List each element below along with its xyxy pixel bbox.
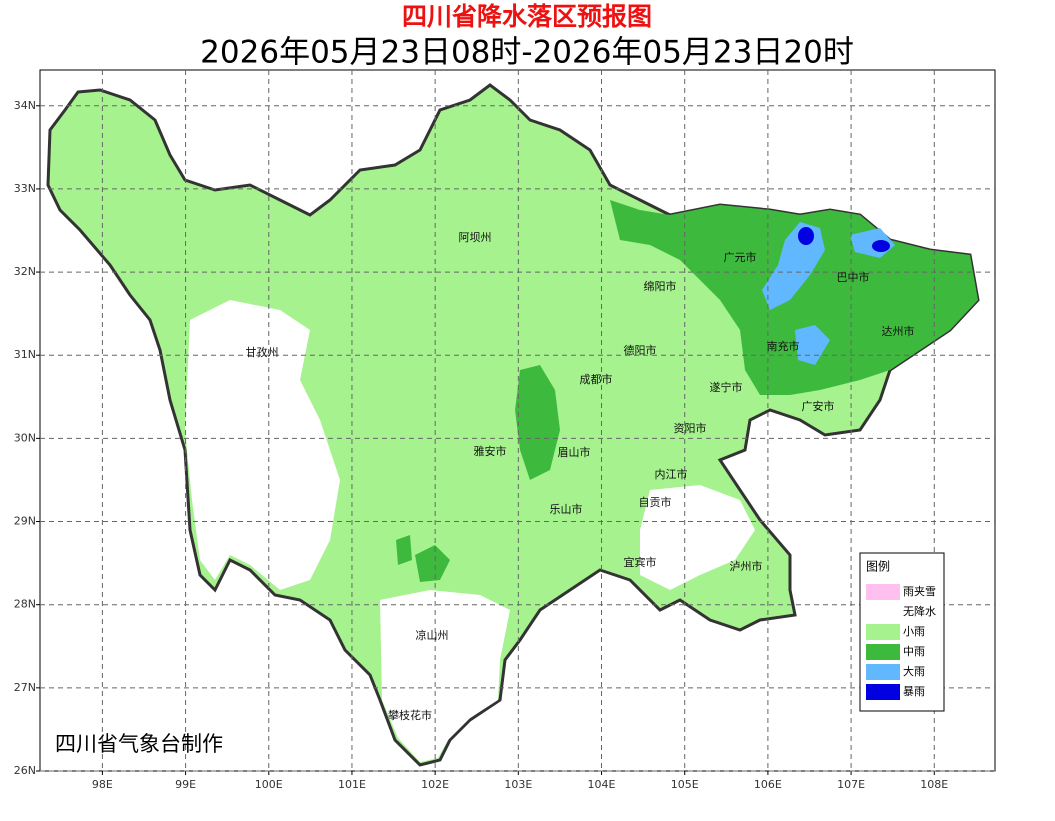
x-tick-label: 99E bbox=[175, 778, 196, 791]
map-subtitle: 2026年05月23日08时-2026年05月23日20时 bbox=[200, 35, 854, 71]
city-label: 巴中市 bbox=[837, 270, 870, 284]
y-tick-label: 29N bbox=[14, 515, 36, 528]
legend-label: 无降水 bbox=[903, 604, 936, 618]
precip-areas bbox=[46, 83, 980, 767]
legend-label: 大雨 bbox=[903, 664, 925, 678]
no-rain-area bbox=[380, 590, 510, 762]
x-tick-label: 106E bbox=[754, 778, 782, 791]
legend-label: 小雨 bbox=[903, 625, 925, 638]
city-label: 泸州市 bbox=[730, 559, 763, 573]
city-label: 自贡市 bbox=[639, 495, 672, 509]
city-label: 南充市 bbox=[767, 339, 800, 353]
legend-label: 雨夹雪 bbox=[903, 585, 936, 598]
city-label: 宜宾市 bbox=[624, 555, 657, 569]
rainstorm-area bbox=[798, 227, 814, 245]
city-label: 达州市 bbox=[882, 324, 915, 338]
city-label: 甘孜州 bbox=[246, 345, 279, 359]
legend-title: 图例 bbox=[866, 560, 890, 574]
city-label: 眉山市 bbox=[558, 445, 591, 459]
moderate-rain-area bbox=[415, 545, 450, 582]
moderate-rain-area bbox=[515, 365, 560, 480]
city-label: 遂宁市 bbox=[710, 380, 743, 394]
x-tick-label: 101E bbox=[338, 778, 366, 791]
credit: 四川省气象台制作 bbox=[55, 732, 223, 756]
y-tick-label: 32N bbox=[14, 265, 36, 278]
heavy-rain-area bbox=[795, 325, 830, 365]
city-label: 成都市 bbox=[580, 372, 613, 386]
x-tick-label: 104E bbox=[588, 778, 616, 791]
y-tick-label: 30N bbox=[14, 431, 36, 444]
legend-label: 中雨 bbox=[903, 645, 925, 658]
city-label: 绵阳市 bbox=[644, 279, 677, 293]
axes: 98E 99E 100E 101E 102E 103E 104E 105E 106E 107E 10… bbox=[14, 70, 995, 791]
legend-swatch bbox=[866, 604, 900, 620]
city-label: 凉山州 bbox=[416, 628, 449, 642]
city-label: 雅安市 bbox=[474, 444, 507, 458]
moderate-rain-area bbox=[396, 535, 412, 565]
legend-swatch bbox=[866, 664, 900, 680]
city-label: 广安市 bbox=[802, 399, 835, 413]
y-tick-label: 27N bbox=[14, 681, 36, 694]
y-tick-label: 28N bbox=[14, 598, 36, 611]
legend-label: 暴雨 bbox=[903, 685, 925, 698]
x-tick-label: 98E bbox=[92, 778, 113, 791]
city-label: 阿坝州 bbox=[459, 230, 492, 244]
y-tick-label: 33N bbox=[14, 182, 36, 195]
x-tick-label: 108E bbox=[920, 778, 948, 791]
rainstorm-area bbox=[872, 240, 890, 252]
x-tick-label: 107E bbox=[837, 778, 865, 791]
city-label: 广元市 bbox=[724, 250, 757, 264]
no-rain-area bbox=[185, 300, 340, 590]
city-label: 乐山市 bbox=[550, 502, 583, 516]
legend-swatch bbox=[866, 684, 900, 700]
y-tick-label: 31N bbox=[14, 348, 36, 361]
city-label: 攀枝花市 bbox=[388, 708, 432, 722]
map-title: 四川省降水落区预报图 bbox=[402, 2, 652, 31]
x-tick-label: 102E bbox=[421, 778, 449, 791]
x-tick-label: 105E bbox=[671, 778, 699, 791]
legend-swatch bbox=[866, 644, 900, 660]
legend-swatch bbox=[866, 624, 900, 640]
no-rain-area bbox=[640, 485, 755, 590]
city-label: 资阳市 bbox=[674, 421, 707, 435]
x-tick-label: 100E bbox=[255, 778, 283, 791]
x-tick-label: 103E bbox=[504, 778, 532, 791]
y-tick-label: 26N bbox=[14, 764, 36, 777]
city-label: 内江市 bbox=[655, 467, 688, 481]
y-tick-label: 34N bbox=[14, 99, 36, 112]
legend-swatch bbox=[866, 584, 900, 600]
city-label: 德阳市 bbox=[624, 343, 657, 357]
